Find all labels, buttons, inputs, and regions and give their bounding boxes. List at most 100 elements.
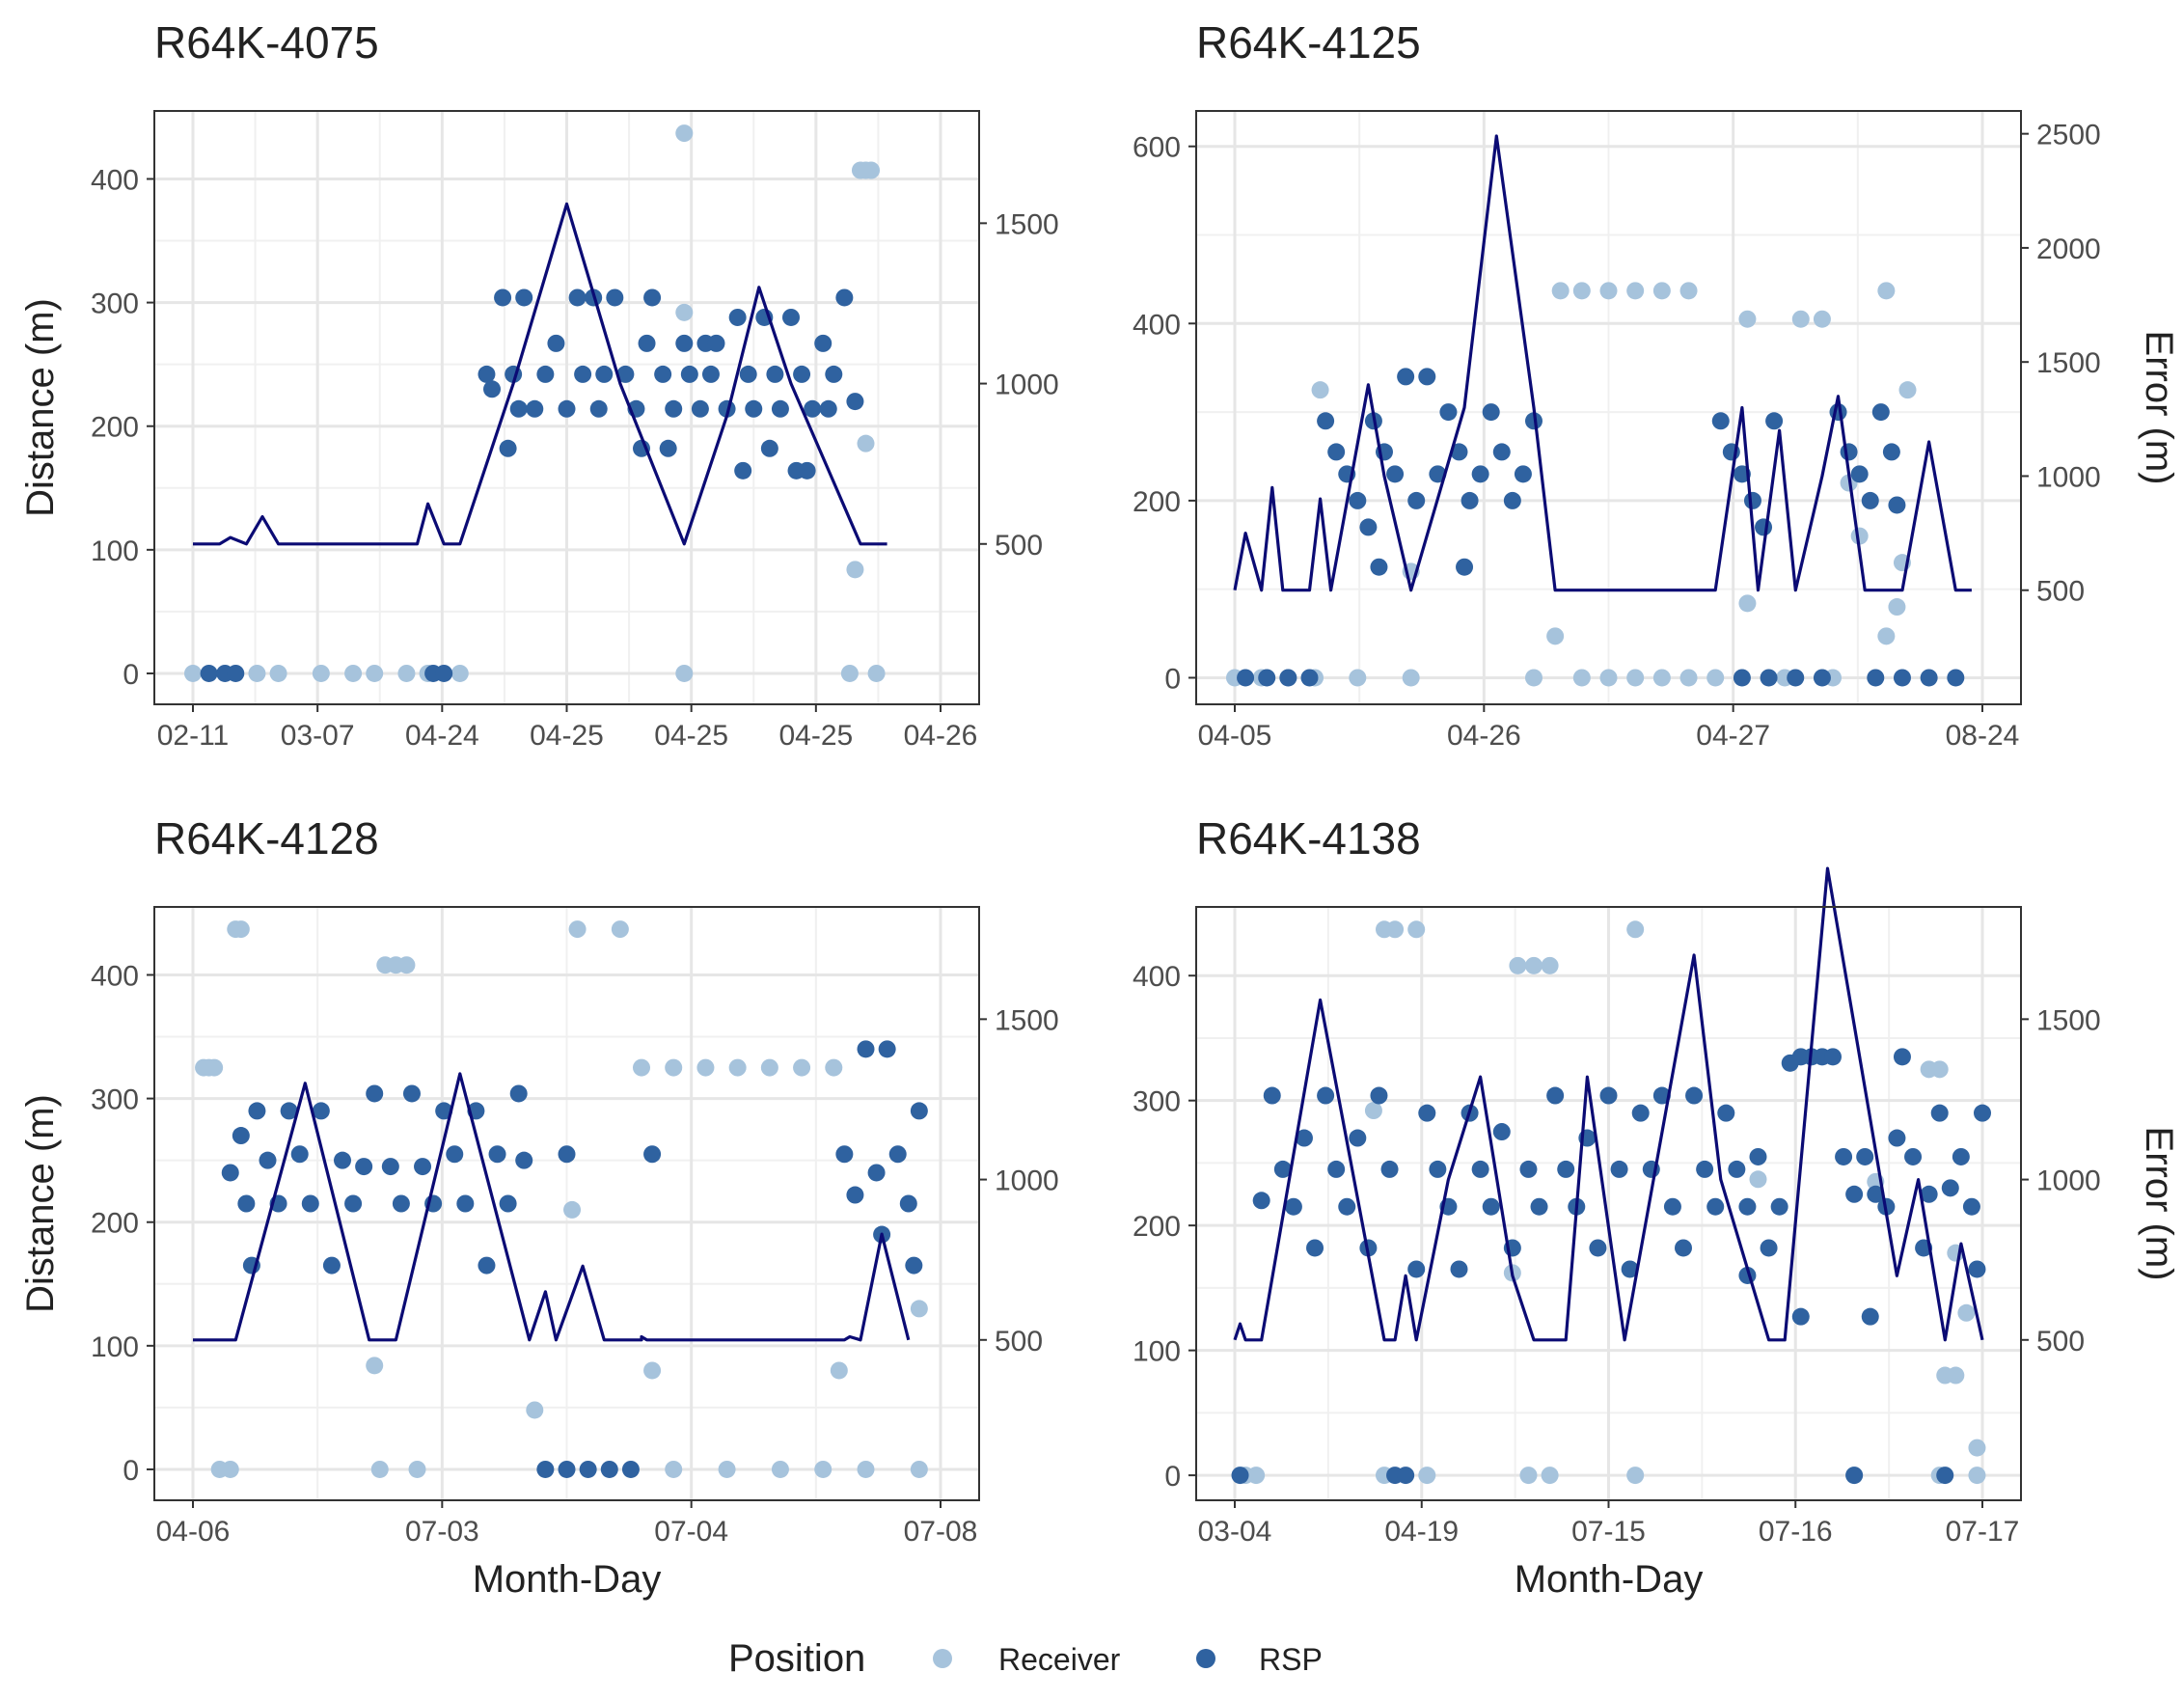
- x-tick-label: 08-24: [1946, 720, 2020, 752]
- point-rsp: [334, 1151, 351, 1169]
- point-rsp: [509, 399, 528, 418]
- point-rsp: [1279, 669, 1297, 687]
- point-rsp: [707, 334, 725, 352]
- point-rsp: [1492, 443, 1511, 461]
- point-rsp: [1930, 1104, 1949, 1122]
- point-rsp: [515, 288, 533, 307]
- point-receiver: [1626, 920, 1645, 939]
- point-receiver: [1968, 1439, 1986, 1457]
- point-rsp: [888, 1145, 907, 1164]
- x-tick-label: 07-17: [1946, 1516, 2020, 1548]
- point-receiver: [718, 1460, 736, 1478]
- point-rsp: [1904, 1147, 1923, 1165]
- panel-1: 0 100 200 300 400 500 1000 1500 02-11 03-07 04-24 0…: [19, 17, 1059, 752]
- y2-tick-label: 500: [995, 1326, 1043, 1357]
- point-receiver: [312, 664, 330, 682]
- point-rsp: [665, 399, 683, 418]
- point-receiver: [1349, 669, 1367, 687]
- point-rsp: [1663, 1197, 1681, 1216]
- point-receiver: [1652, 282, 1671, 300]
- point-rsp: [1349, 491, 1367, 509]
- point-receiver: [1599, 669, 1618, 687]
- point-rsp: [1530, 1197, 1548, 1216]
- point-rsp: [804, 399, 822, 418]
- legend: Position Receiver RSP: [728, 1637, 1323, 1680]
- point-rsp: [536, 1460, 555, 1478]
- point-receiver: [1877, 627, 1896, 645]
- series-rsp: [221, 1040, 928, 1478]
- point-rsp: [1407, 1260, 1426, 1278]
- point-receiver: [1679, 669, 1698, 687]
- point-receiver: [675, 124, 694, 143]
- point-rsp: [1835, 1147, 1853, 1165]
- point-receiver: [760, 1058, 778, 1077]
- legend-title: Position: [728, 1637, 865, 1680]
- x-tick-label: 07-16: [1759, 1516, 1833, 1548]
- point-receiver: [1652, 669, 1671, 687]
- point-receiver: [611, 920, 629, 939]
- y-tick-label: 0: [1164, 663, 1181, 695]
- point-rsp: [1300, 669, 1319, 687]
- x-tick-label: 07-03: [405, 1516, 479, 1548]
- point-rsp: [1397, 368, 1415, 386]
- x-tick-label: 04-26: [904, 720, 978, 752]
- point-rsp: [835, 288, 854, 307]
- point-rsp: [1621, 1260, 1639, 1278]
- point-rsp: [621, 1460, 640, 1478]
- point-receiver: [1888, 598, 1906, 617]
- point-rsp: [793, 365, 811, 383]
- point-rsp: [1418, 1104, 1436, 1122]
- point-rsp: [1386, 465, 1405, 483]
- point-rsp: [1370, 1086, 1388, 1105]
- point-rsp: [221, 1164, 239, 1182]
- point-rsp: [1675, 1239, 1692, 1257]
- point-rsp: [1610, 1160, 1628, 1178]
- point-receiver: [1311, 381, 1329, 399]
- point-rsp: [1974, 1104, 1991, 1122]
- point-rsp: [232, 1127, 250, 1145]
- point-receiver: [696, 1058, 715, 1077]
- point-rsp: [1589, 1239, 1607, 1257]
- point-rsp: [680, 365, 698, 383]
- point-rsp: [1317, 412, 1335, 430]
- panel-border: [153, 906, 980, 1501]
- point-rsp: [675, 334, 694, 352]
- point-rsp: [547, 334, 565, 352]
- y-tick-label: 400: [91, 164, 139, 196]
- point-receiver: [675, 664, 694, 682]
- y2-tick-label: 1500: [995, 1004, 1059, 1036]
- point-rsp: [1845, 1185, 1864, 1203]
- point-rsp: [1370, 558, 1388, 576]
- y-tick-label: 400: [1133, 961, 1181, 993]
- point-receiver: [728, 1058, 747, 1077]
- x-tick-label: 03-07: [281, 720, 355, 752]
- point-rsp: [1380, 1160, 1399, 1178]
- point-receiver: [1509, 956, 1527, 974]
- point-rsp: [290, 1145, 309, 1164]
- point-rsp: [739, 365, 757, 383]
- y2-tick-label: 1000: [2036, 461, 2101, 493]
- point-rsp: [1760, 1239, 1778, 1257]
- point-rsp: [1733, 669, 1751, 687]
- point-receiver: [1418, 1467, 1436, 1485]
- point-receiver: [1541, 1467, 1559, 1485]
- point-receiver: [366, 1357, 384, 1375]
- point-rsp: [1439, 403, 1458, 422]
- point-rsp: [1791, 1307, 1810, 1326]
- point-rsp: [659, 439, 677, 457]
- point-receiver: [568, 920, 587, 939]
- y-tick-label: 400: [1133, 309, 1181, 341]
- point-receiver: [205, 1058, 224, 1077]
- x-tick-label: 07-15: [1571, 1516, 1646, 1548]
- point-rsp: [322, 1256, 341, 1275]
- point-rsp: [638, 334, 656, 352]
- point-receiver: [408, 1460, 426, 1478]
- point-rsp: [1952, 1147, 1970, 1165]
- y-tick-label: 100: [91, 535, 139, 567]
- x-tick-label: 04-06: [156, 1516, 231, 1548]
- point-rsp: [1631, 1104, 1650, 1122]
- point-rsp: [1418, 368, 1436, 386]
- point-rsp: [1482, 1197, 1500, 1216]
- point-receiver: [1541, 956, 1559, 974]
